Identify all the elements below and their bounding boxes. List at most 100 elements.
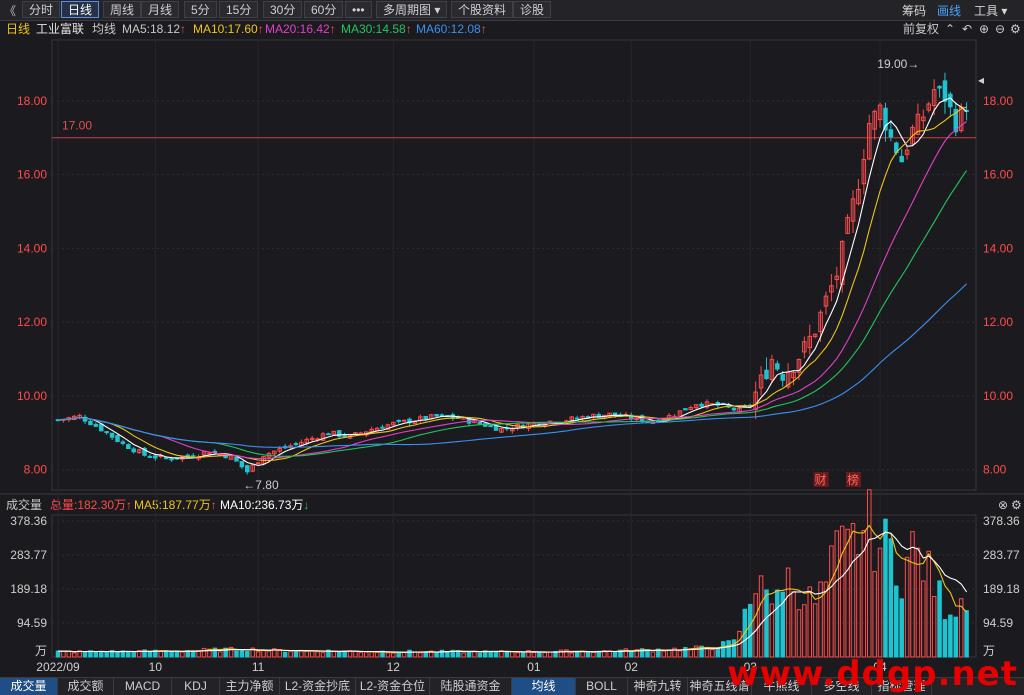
indicator-tab[interactable]: 成交额 (58, 678, 114, 695)
candle-body (401, 419, 407, 422)
settings-icon[interactable]: ⚙ (1011, 498, 1022, 512)
high-price-annotation: 19.00→ (877, 57, 919, 71)
undo-icon[interactable]: ↶ (962, 22, 973, 36)
volume-bar (807, 586, 813, 658)
volume-bar (888, 538, 894, 658)
adjust-mode-button[interactable]: 前复权 (903, 22, 940, 36)
candle-body (239, 460, 245, 468)
candle-body (780, 374, 785, 381)
volume-tick-label-right: 283.77 (983, 548, 1020, 562)
candle-body (877, 104, 883, 121)
volume-bar (315, 651, 320, 658)
indicator-tab[interactable]: 陆股通资金 (430, 678, 512, 695)
chevron-up-icon[interactable]: ⌃ (945, 22, 956, 36)
plus-icon[interactable]: ⊕ (979, 22, 990, 36)
candle-body (942, 80, 948, 102)
tools-menu-button[interactable]: 工具 ▾ (974, 4, 1008, 18)
candle-body (812, 333, 818, 338)
period-button[interactable]: 日线 (61, 1, 100, 18)
period-button[interactable]: 月线 (141, 1, 180, 18)
back-icon[interactable]: 《 (4, 4, 17, 18)
volume-bar (104, 652, 109, 658)
kline-chart[interactable]: 18.00 18.00 16.00 16.00 14.00 14.00 12.00 12.00… (0, 0, 1024, 677)
volume-bar (88, 650, 93, 658)
volume-bar (672, 647, 677, 658)
candle-body (499, 428, 504, 433)
period-button[interactable]: 30分 (263, 1, 303, 18)
volume-bar (55, 650, 61, 658)
volume-bar (504, 651, 510, 658)
indicator-tab[interactable]: 牛熊线 (752, 678, 812, 695)
volume-title[interactable]: 成交量 (6, 498, 43, 512)
candle-body (850, 198, 856, 222)
indicator-tab[interactable]: 神奇五线谱 (688, 678, 752, 695)
volume-bar (574, 651, 580, 658)
x-tick-label: 10 (149, 660, 163, 674)
chips-button[interactable]: 筹码 (902, 4, 927, 18)
indicator-tab[interactable]: 神奇九转 (628, 678, 688, 695)
period-button[interactable]: 5分 (184, 1, 217, 18)
ma5-line (57, 97, 967, 466)
volume-bar (612, 651, 618, 658)
period-label: 日线 (6, 22, 31, 36)
volume-ma10-legend: MA10:236.73万↓ (220, 498, 310, 512)
period-button[interactable]: 多周期图 ▾ (376, 1, 448, 18)
indicator-tab[interactable]: 多空线 (812, 678, 872, 695)
volume-bar (564, 649, 569, 658)
period-button[interactable]: 分时 (22, 1, 61, 18)
candle-body (169, 458, 174, 461)
ma30-legend: MA30:14.58↑ (341, 22, 412, 36)
volume-bar (623, 648, 629, 658)
indicator-tab[interactable]: 指标管理 (872, 678, 932, 695)
ma-settings-label[interactable]: 均线 (92, 22, 117, 36)
period-button[interactable]: ••• (345, 1, 372, 18)
indicator-tab[interactable]: 主力净额 (220, 678, 280, 695)
candle-body (758, 374, 764, 389)
candle-body (423, 415, 429, 420)
period-button[interactable]: 15分 (219, 1, 259, 18)
period-button[interactable]: 诊股 (513, 1, 552, 18)
volume-bar (174, 650, 180, 658)
candle-body (380, 426, 385, 429)
volume-tick-label-left: 189.18 (10, 582, 47, 596)
volume-legend-bar: 成交量 总量:182.30万↑ MA5:187.77万↑ MA10:236.73… (0, 496, 1024, 514)
candle-body (926, 103, 931, 111)
draw-line-button[interactable]: 画线 (937, 4, 962, 18)
volume-bar (769, 603, 775, 658)
period-button[interactable]: 周线 (103, 1, 142, 18)
period-toolbar: 《 分时 日线 周线 月线 5分 15分 30分 60分 ••• 多周期图 ▾ 个股资料 诊股 筹码 … (0, 0, 1024, 21)
candle-body (883, 107, 888, 131)
indicator-tab[interactable]: L2-资金抄底 (280, 678, 356, 695)
candle-body (434, 413, 439, 417)
volume-bar (553, 650, 558, 658)
volume-bar (753, 593, 758, 658)
volume-bar (223, 647, 228, 658)
volume-bar (715, 648, 721, 658)
candle-body (277, 448, 282, 452)
stock-name[interactable]: 工业富联 (36, 22, 85, 36)
period-button[interactable]: 个股资料 (451, 1, 514, 18)
price-tick-label-left: 10.00 (17, 389, 47, 403)
volume-bar (845, 528, 850, 658)
indicator-tab[interactable]: KDJ (172, 678, 220, 695)
period-button[interactable]: 60分 (304, 1, 344, 18)
indicator-tab[interactable]: MACD (114, 678, 172, 695)
volume-bar (866, 489, 872, 658)
volume-bar (699, 645, 704, 658)
settings-icon[interactable]: ⚙ (1010, 22, 1021, 36)
candle-body (872, 110, 877, 130)
indicator-tab[interactable]: L2-资金仓位 (356, 678, 430, 695)
volume-bar (158, 651, 164, 658)
candle-body (823, 295, 829, 307)
candle-body (839, 240, 845, 285)
volume-bar (899, 598, 904, 658)
volume-bar (510, 651, 515, 658)
indicator-tab[interactable]: BOLL (576, 678, 628, 695)
candle-body (477, 421, 483, 425)
indicator-tab[interactable]: 均线 (512, 678, 576, 695)
close-icon[interactable]: ⊗ (998, 498, 1009, 512)
minus-icon[interactable]: ⊖ (995, 22, 1006, 36)
indicator-tab[interactable]: 成交量 (0, 678, 58, 695)
volume-bar (547, 651, 553, 658)
volume-bar (126, 650, 131, 658)
